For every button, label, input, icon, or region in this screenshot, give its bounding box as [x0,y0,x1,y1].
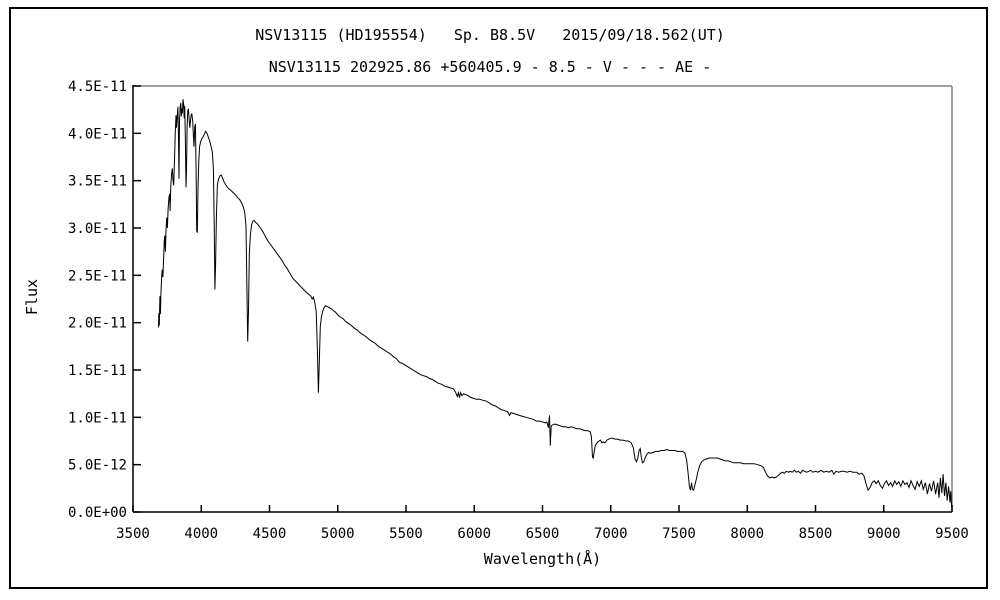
x-tick-label: 8500 [799,526,833,542]
y-tick-label: 1.0E-11 [68,410,127,426]
y-tick-label: 4.5E-11 [68,79,127,95]
y-tick-label: 0.0E+00 [68,505,127,521]
y-tick-label: 3.0E-11 [68,221,127,237]
x-tick-label: 3500 [116,526,150,542]
image-border [9,7,988,589]
x-tick-label: 7000 [594,526,628,542]
x-tick-label: 9000 [867,526,901,542]
chart-title-line1: NSV13115 (HD195554) Sp. B8.5V 2015/09/18… [255,26,725,44]
x-tick-label: 4500 [253,526,287,542]
x-tick-label: 8000 [730,526,764,542]
x-tick-label: 6500 [526,526,560,542]
y-tick-label: 5.0E-12 [68,458,127,474]
chart-title-line2: NSV13115 202925.86 +560405.9 - 8.5 - V -… [268,58,712,76]
x-tick-label: 5500 [389,526,423,542]
x-tick-label: 4000 [184,526,218,542]
spectrum-line [157,99,953,508]
x-axis-label: Wavelength(Å) [483,550,602,568]
y-tick-label: 3.5E-11 [68,174,127,190]
x-tick-label: 7500 [662,526,696,542]
y-tick-label: 2.0E-11 [68,316,127,332]
x-tick-label: 9500 [935,526,969,542]
y-tick-label: 2.5E-11 [68,268,127,284]
x-tick-label: 5000 [321,526,355,542]
x-tick-label: 6000 [457,526,491,542]
y-tick-label: 1.5E-11 [68,363,127,379]
y-tick-label: 4.0E-11 [68,126,127,142]
